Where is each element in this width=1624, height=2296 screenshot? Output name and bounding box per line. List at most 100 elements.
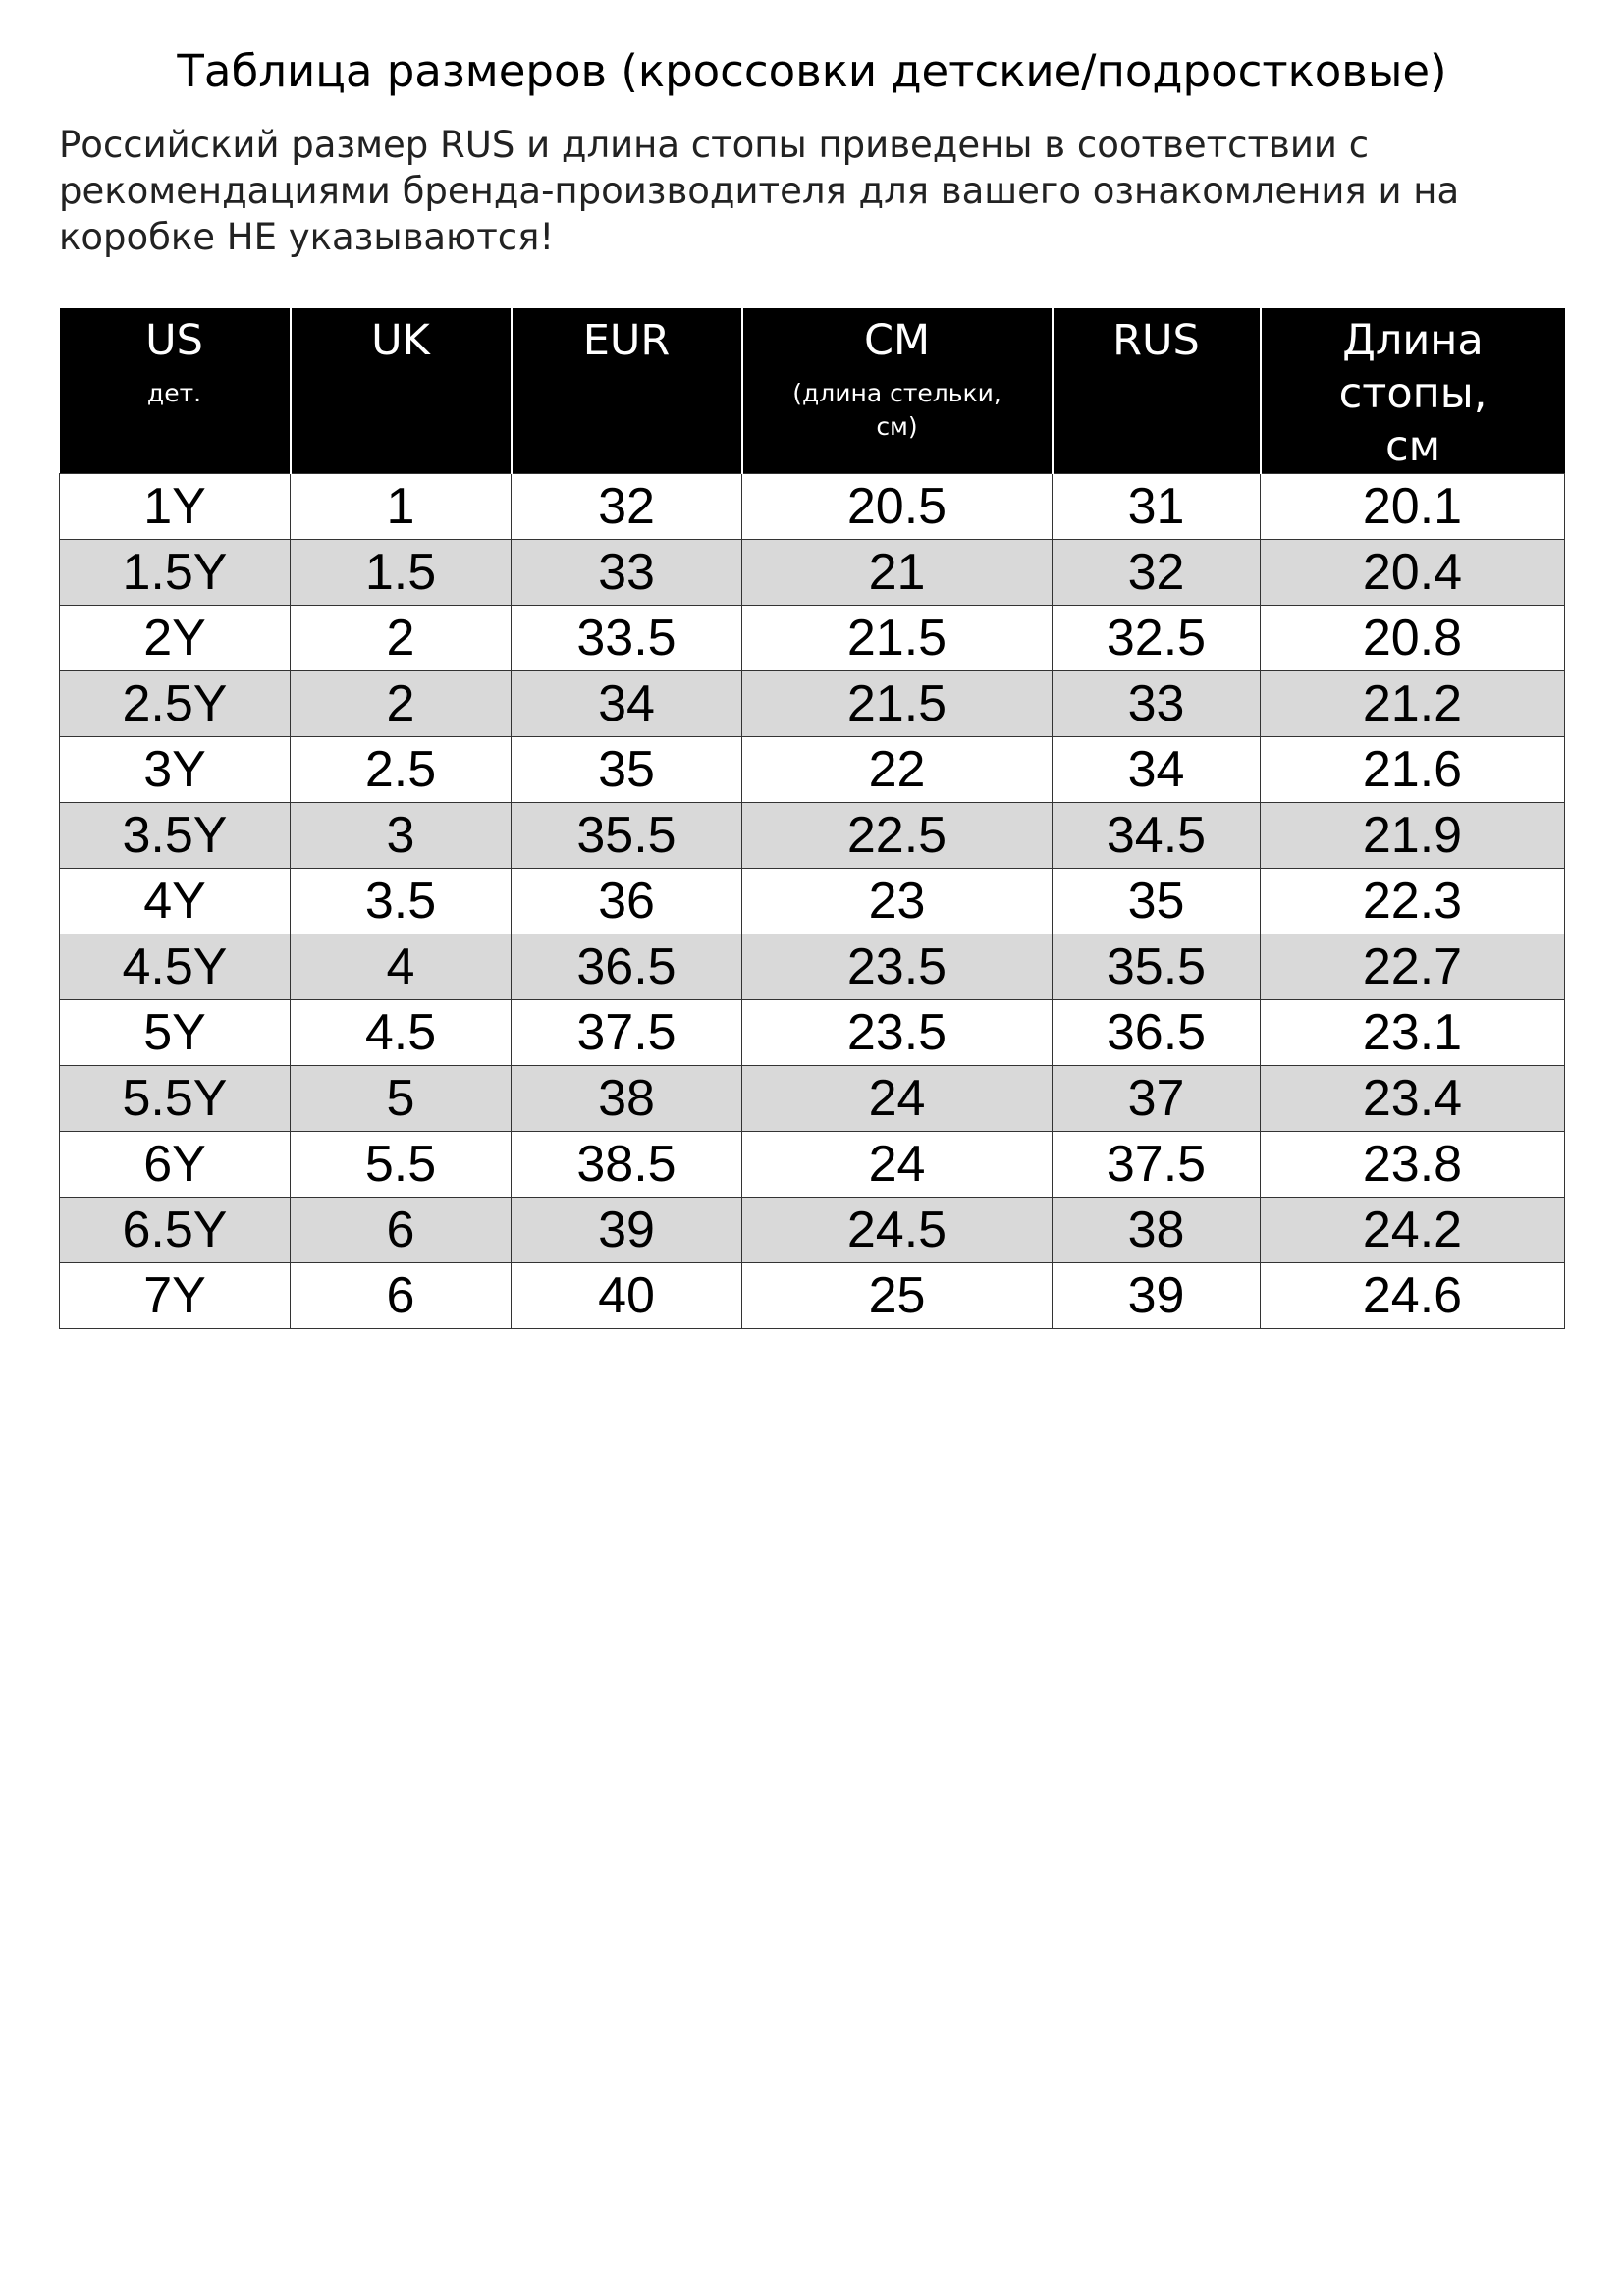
cell-cm: 23 <box>741 868 1053 934</box>
cell-us: 1.5Y <box>59 539 291 606</box>
cell-uk: 2.5 <box>290 736 512 803</box>
cell-cm: 24 <box>741 1065 1053 1132</box>
cell-eur: 38 <box>511 1065 742 1132</box>
page-title: Таблица размеров (кроссовки детские/подр… <box>177 45 1447 97</box>
cell-us: 3.5Y <box>59 802 291 869</box>
cell-eur: 36 <box>511 868 742 934</box>
cell-eur: 34 <box>511 670 742 737</box>
cell-cm: 20.5 <box>741 473 1053 540</box>
cell-rus: 35.5 <box>1052 934 1261 1000</box>
cell-cm: 23.5 <box>741 999 1053 1066</box>
cell-rus: 35 <box>1052 868 1261 934</box>
cell-cm: 22.5 <box>741 802 1053 869</box>
cell-eur: 32 <box>511 473 742 540</box>
table-row: 3Y 2.5 35 22 34 21.6 <box>59 736 1565 803</box>
cell-eur: 33 <box>511 539 742 606</box>
cell-uk: 3 <box>290 802 512 869</box>
cell-rus: 33 <box>1052 670 1261 737</box>
size-chart-table: US дет. UK EUR CM (длина стельки, см) RUS … <box>59 308 1565 1329</box>
cell-eur: 35 <box>511 736 742 803</box>
cell-rus: 39 <box>1052 1262 1261 1329</box>
disclaimer-text: Российский размер RUS и длина стопы прив… <box>59 124 1460 258</box>
cell-rus: 36.5 <box>1052 999 1261 1066</box>
cell-foot-length: 23.1 <box>1260 999 1565 1066</box>
cell-eur: 40 <box>511 1262 742 1329</box>
cell-cm: 21 <box>741 539 1053 606</box>
cell-foot-length: 22.7 <box>1260 934 1565 1000</box>
table-row: 6.5Y 6 39 24.5 38 24.2 <box>59 1197 1565 1263</box>
cell-foot-length: 24.2 <box>1260 1197 1565 1263</box>
cell-uk: 5.5 <box>290 1131 512 1198</box>
header-us: US дет. <box>59 308 291 474</box>
cell-foot-length: 23.4 <box>1260 1065 1565 1132</box>
cell-foot-length: 24.6 <box>1260 1262 1565 1329</box>
cell-rus: 32.5 <box>1052 605 1261 671</box>
cell-rus: 34 <box>1052 736 1261 803</box>
header-eur: EUR <box>510 308 742 474</box>
header-rus: RUS <box>1051 308 1261 474</box>
cell-us: 4.5Y <box>59 934 291 1000</box>
cell-foot-length: 21.6 <box>1260 736 1565 803</box>
cell-cm: 24 <box>741 1131 1053 1198</box>
cell-foot-length: 21.9 <box>1260 802 1565 869</box>
cell-eur: 39 <box>511 1197 742 1263</box>
cell-uk: 1 <box>290 473 512 540</box>
cell-uk: 6 <box>290 1262 512 1329</box>
cell-eur: 38.5 <box>511 1131 742 1198</box>
cell-rus: 34.5 <box>1052 802 1261 869</box>
table-row: 6Y 5.5 38.5 24 37.5 23.8 <box>59 1131 1565 1198</box>
table-row: 4Y 3.5 36 23 35 22.3 <box>59 868 1565 934</box>
table-row: 4.5Y 4 36.5 23.5 35.5 22.7 <box>59 934 1565 1000</box>
cell-us: 6Y <box>59 1131 291 1198</box>
table-header-row: US дет. UK EUR CM (длина стельки, см) RUS … <box>59 308 1565 474</box>
table-row: 3.5Y 3 35.5 22.5 34.5 21.9 <box>59 802 1565 869</box>
table-row: 2.5Y 2 34 21.5 33 21.2 <box>59 670 1565 737</box>
cell-us: 3Y <box>59 736 291 803</box>
cell-foot-length: 20.4 <box>1260 539 1565 606</box>
cell-eur: 35.5 <box>511 802 742 869</box>
cell-foot-length: 20.8 <box>1260 605 1565 671</box>
cell-cm: 21.5 <box>741 605 1053 671</box>
table-row: 1.5Y 1.5 33 21 32 20.4 <box>59 539 1565 606</box>
cell-rus: 37.5 <box>1052 1131 1261 1198</box>
cell-rus: 38 <box>1052 1197 1261 1263</box>
cell-us: 4Y <box>59 868 291 934</box>
cell-rus: 37 <box>1052 1065 1261 1132</box>
cell-us: 2.5Y <box>59 670 291 737</box>
cell-cm: 22 <box>741 736 1053 803</box>
cell-rus: 32 <box>1052 539 1261 606</box>
cell-uk: 6 <box>290 1197 512 1263</box>
cell-uk: 4.5 <box>290 999 512 1066</box>
cell-uk: 4 <box>290 934 512 1000</box>
cell-eur: 33.5 <box>511 605 742 671</box>
cell-uk: 2 <box>290 670 512 737</box>
cell-us: 6.5Y <box>59 1197 291 1263</box>
table-row: 5Y 4.5 37.5 23.5 36.5 23.1 <box>59 999 1565 1066</box>
cell-uk: 2 <box>290 605 512 671</box>
cell-uk: 1.5 <box>290 539 512 606</box>
cell-eur: 37.5 <box>511 999 742 1066</box>
cell-cm: 24.5 <box>741 1197 1053 1263</box>
cell-cm: 21.5 <box>741 670 1053 737</box>
table-row: 5.5Y 5 38 24 37 23.4 <box>59 1065 1565 1132</box>
cell-foot-length: 23.8 <box>1260 1131 1565 1198</box>
cell-us: 7Y <box>59 1262 291 1329</box>
cell-us: 2Y <box>59 605 291 671</box>
table-row: 2Y 2 33.5 21.5 32.5 20.8 <box>59 605 1565 671</box>
header-foot-length: Длина стопы, см <box>1259 308 1565 474</box>
cell-uk: 5 <box>290 1065 512 1132</box>
cell-us: 5Y <box>59 999 291 1066</box>
cell-cm: 23.5 <box>741 934 1053 1000</box>
table-row: 7Y 6 40 25 39 24.6 <box>59 1262 1565 1329</box>
cell-uk: 3.5 <box>290 868 512 934</box>
cell-cm: 25 <box>741 1262 1053 1329</box>
header-uk: UK <box>289 308 512 474</box>
cell-rus: 31 <box>1052 473 1261 540</box>
table-row: 1Y 1 32 20.5 31 20.1 <box>59 473 1565 540</box>
cell-us: 5.5Y <box>59 1065 291 1132</box>
cell-us: 1Y <box>59 473 291 540</box>
header-cm: CM (длина стельки, см) <box>740 308 1053 474</box>
cell-foot-length: 22.3 <box>1260 868 1565 934</box>
cell-eur: 36.5 <box>511 934 742 1000</box>
cell-foot-length: 20.1 <box>1260 473 1565 540</box>
